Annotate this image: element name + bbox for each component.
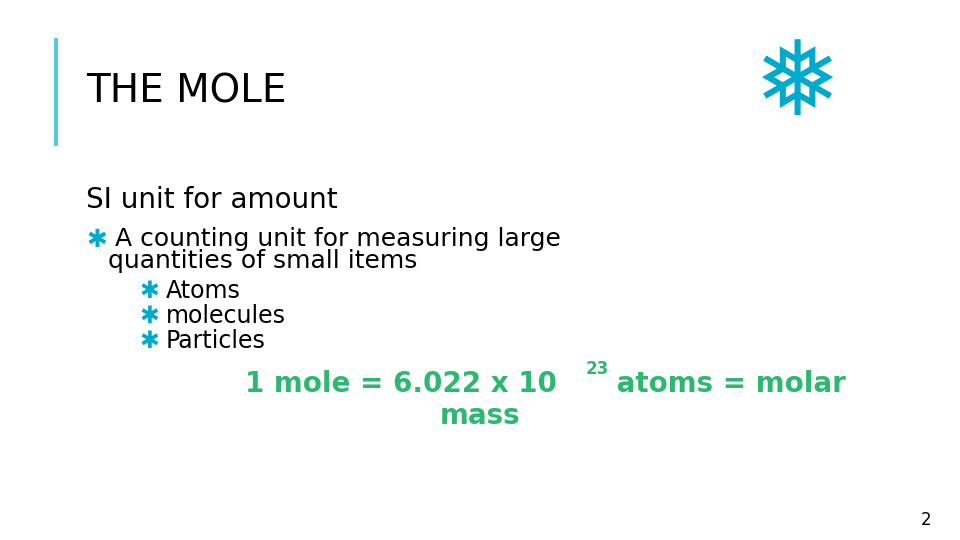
Text: ✱: ✱ [86,228,108,252]
Text: ✱: ✱ [139,279,159,302]
Text: atoms = molar: atoms = molar [607,369,846,397]
Text: ✱: ✱ [139,304,159,328]
Text: Particles: Particles [166,329,266,353]
Text: molecules: molecules [166,304,286,328]
Text: THE MOLE: THE MOLE [86,73,287,111]
Text: ✱: ✱ [139,329,159,353]
Text: mass: mass [440,402,520,430]
Text: 2: 2 [921,511,931,529]
Text: Atoms: Atoms [166,279,241,302]
Text: 1 mole = 6.022 x 10: 1 mole = 6.022 x 10 [245,369,557,397]
Text: A counting unit for measuring large: A counting unit for measuring large [115,227,561,251]
Text: SI unit for amount: SI unit for amount [86,186,338,214]
Text: quantities of small items: quantities of small items [108,249,417,273]
Text: ❅: ❅ [754,36,840,137]
Text: 23: 23 [586,360,609,378]
